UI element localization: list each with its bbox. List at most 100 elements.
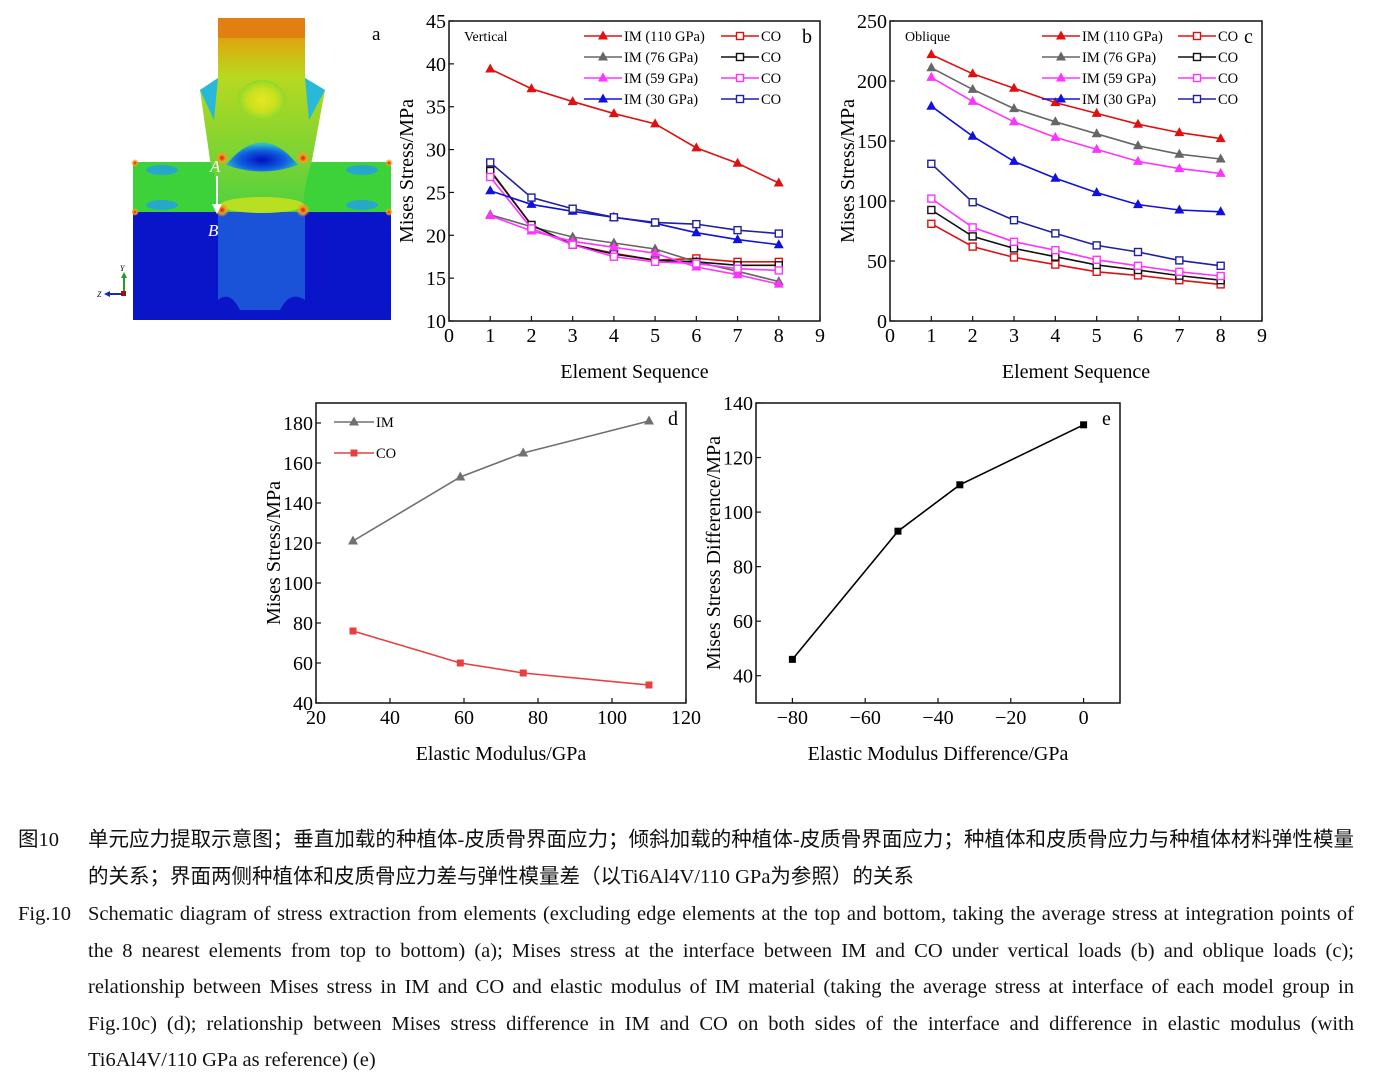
x-tick-label: 0: [885, 325, 895, 347]
x-axis-label: Element Sequence: [560, 361, 708, 383]
x-tick-label: −60: [850, 707, 881, 729]
data-point: [691, 227, 702, 237]
series-line: [489, 170, 779, 267]
data-point: [456, 659, 464, 667]
data-point: [926, 62, 937, 72]
data-point: [1174, 163, 1185, 173]
legend-entry: CO: [1178, 50, 1238, 66]
legend-marker: [1192, 94, 1202, 104]
series-line: [930, 223, 1221, 286]
y-tick-label: 20: [426, 225, 446, 247]
series-line: [352, 630, 650, 686]
y-tick-label: 140: [723, 393, 753, 415]
data-point: [650, 118, 661, 128]
legend-entry: IM (76 GPa): [584, 50, 698, 66]
legend-entry: CO: [721, 92, 781, 108]
data-point: [1174, 127, 1185, 137]
series-1: [349, 627, 653, 689]
data-point: [485, 185, 496, 195]
x-tick-label: −20: [995, 707, 1026, 729]
series-5: [486, 172, 783, 275]
y-tick-label: 60: [293, 653, 313, 675]
y-tick-label: 40: [293, 693, 313, 715]
legend-label: IM (59 GPa): [1082, 71, 1156, 87]
series-line: [930, 67, 1221, 160]
legend-marker: [1192, 73, 1202, 83]
data-point: [1174, 148, 1185, 158]
caption-en-text: Schematic diagram of stress extraction f…: [88, 903, 1354, 1071]
data-point: [1092, 267, 1101, 276]
data-point: [1133, 118, 1143, 128]
series-5: [927, 194, 1225, 281]
y-tick-label: 0: [877, 311, 887, 333]
data-point: [1051, 260, 1060, 269]
data-point: [927, 194, 936, 203]
x-tick-label: 6: [691, 325, 701, 347]
legend-marker: [598, 30, 608, 40]
legend-label: CO: [761, 50, 781, 66]
series-line: [352, 420, 650, 542]
y-tick-label: 120: [723, 448, 753, 470]
data-point: [609, 213, 619, 222]
y-tick-label: 120: [283, 533, 313, 555]
y-tick-label: 40: [426, 54, 446, 76]
data-point: [527, 193, 536, 202]
legend-marker: [598, 93, 608, 103]
series-line: [930, 53, 1221, 140]
data-point: [1009, 116, 1019, 126]
panel-label: e: [1102, 408, 1111, 430]
series-0: [485, 63, 784, 187]
legend-entry: CO: [721, 50, 781, 66]
y-tick-label: 100: [283, 573, 313, 595]
data-point: [568, 204, 577, 213]
legend-marker: [1192, 52, 1202, 62]
data-point: [455, 471, 466, 481]
data-point: [926, 71, 937, 81]
data-point: [1133, 261, 1143, 270]
legend-label: CO: [761, 29, 781, 45]
legend-marker: [735, 52, 745, 62]
legend-entry: CO: [334, 446, 396, 462]
legend-label: IM (30 GPa): [624, 92, 698, 108]
series-0: [348, 415, 654, 545]
series-line: [930, 197, 1221, 277]
legend-marker: [1056, 51, 1066, 61]
legend-marker: [350, 449, 358, 457]
y-tick-label: 25: [426, 182, 446, 204]
data-point: [967, 83, 978, 93]
legend-label: IM (30 GPa): [1082, 92, 1156, 108]
y-tick-label: 150: [857, 131, 887, 153]
plot-frame: [448, 20, 821, 322]
x-tick-label: 120: [671, 707, 701, 729]
series-line: [489, 161, 779, 235]
data-point: [1175, 267, 1184, 276]
y-tick-label: 200: [857, 71, 887, 93]
series-7: [486, 158, 783, 238]
legend-marker: [735, 73, 745, 83]
y-tick-label: 30: [426, 140, 446, 162]
legend-label: IM (59 GPa): [624, 71, 698, 87]
data-point: [1216, 261, 1225, 270]
series-line: [791, 424, 1084, 660]
x-tick-label: 4: [609, 325, 619, 347]
y-axis-label: Mises Stress Difference/MPa: [703, 436, 725, 670]
data-point: [526, 83, 537, 93]
data-point: [348, 535, 358, 545]
data-point: [1050, 116, 1061, 126]
y-tick-label: 80: [293, 613, 313, 635]
data-point: [1133, 199, 1143, 209]
y-axis-label: Mises Stress/MPa: [263, 481, 285, 625]
series-4: [926, 71, 1226, 177]
data-point: [485, 63, 496, 73]
panel-label: c: [1244, 26, 1253, 48]
legend-label: IM (110 GPa): [1082, 29, 1163, 45]
data-point: [967, 68, 978, 78]
x-tick-label: 3: [1009, 325, 1019, 347]
legend-marker: [735, 31, 745, 41]
legend-marker: [1056, 72, 1066, 82]
data-point: [1080, 421, 1088, 429]
panel-label: d: [668, 408, 678, 430]
data-point: [1092, 241, 1101, 250]
data-point: [1091, 187, 1102, 197]
